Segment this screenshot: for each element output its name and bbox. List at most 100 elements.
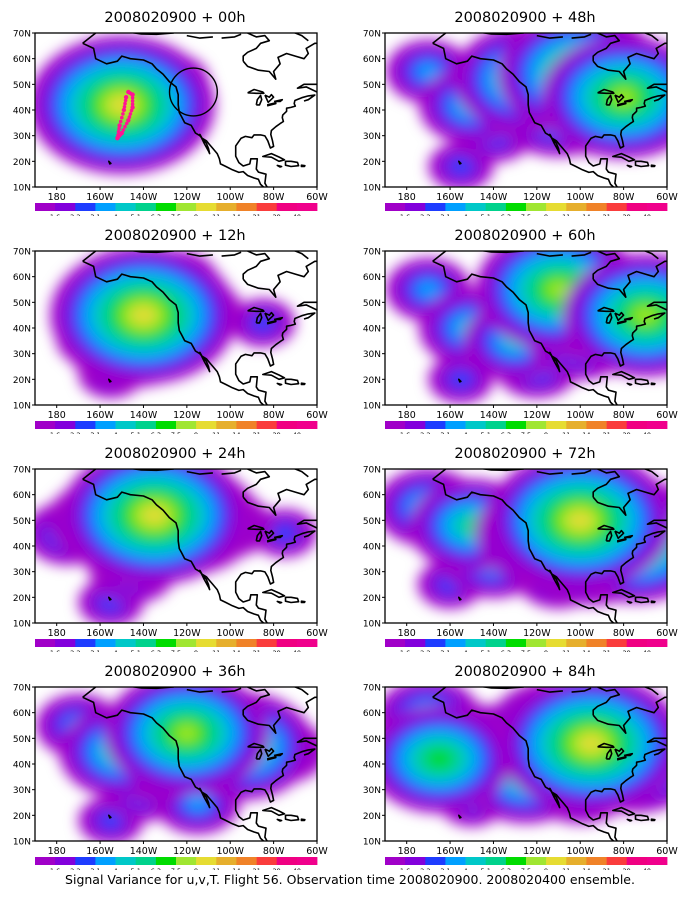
colorbar-label: 29 xyxy=(623,867,631,870)
colorbar-swatch xyxy=(485,421,507,429)
variance-contour xyxy=(633,306,658,325)
colorbar-label: 3.1 xyxy=(440,213,450,216)
colorbar-swatch xyxy=(216,203,237,211)
lake-outline xyxy=(264,529,275,540)
island-outline xyxy=(612,370,636,381)
colorbar-swatch xyxy=(606,203,628,211)
flight-track-point xyxy=(129,92,134,96)
colorbar-swatch xyxy=(276,203,298,211)
coastline xyxy=(296,737,317,747)
colorbar-swatch xyxy=(155,203,177,211)
lon-tick-label: 80W xyxy=(613,410,635,421)
island-outline xyxy=(650,382,656,386)
flight-track-point xyxy=(120,115,124,120)
coastline xyxy=(592,687,621,716)
lon-tick-label: 180 xyxy=(398,192,416,203)
colorbar-swatch xyxy=(626,639,648,647)
lake-outline xyxy=(273,534,284,539)
colorbar-label: 11 xyxy=(562,213,570,216)
colorbar-label: 2.2 xyxy=(420,213,430,216)
lake-outline xyxy=(616,538,627,543)
forecast-map-chart: 2008020900 + 72h 70N 60N 50N 40N 30N 20N 10N 180… xyxy=(363,446,679,652)
colorbar-label: 21 xyxy=(252,431,260,434)
forecast-map-chart: 2008020900 + 00h 70N 60N 50N 40N 30N 20N 10N 180… xyxy=(13,10,329,216)
colorbar-label: 2.2 xyxy=(70,867,80,870)
colorbar-swatch xyxy=(196,639,217,647)
colorbar-swatch xyxy=(526,421,547,429)
lon-tick-label: 160W xyxy=(86,846,114,857)
colorbar-swatch xyxy=(405,203,426,211)
colorbar-swatch xyxy=(465,421,487,429)
colorbar-swatch xyxy=(176,639,197,647)
coastline xyxy=(292,251,309,260)
coastline xyxy=(129,33,174,36)
lat-tick-label: 40N xyxy=(13,325,31,335)
panel-title: 2008020900 + 60h xyxy=(454,228,595,244)
island-outline xyxy=(300,600,306,604)
colorbar-label: 1.6 xyxy=(400,649,410,652)
colorbar-label: 7.5 xyxy=(171,649,181,652)
colorbar-swatch xyxy=(95,639,116,647)
lon-tick-label: 180 xyxy=(48,192,66,203)
colorbar-swatch xyxy=(35,639,56,647)
colorbar-label: 7.5 xyxy=(521,213,531,216)
lake-outline xyxy=(264,93,275,104)
colorbar-label: 4 xyxy=(464,213,468,216)
flight-track-point xyxy=(121,112,125,116)
colorbar-swatch xyxy=(646,639,668,647)
colorbar-swatch xyxy=(236,639,257,647)
lake-outline xyxy=(255,530,263,542)
lat-tick-label: 60N xyxy=(13,273,31,283)
variance-contour xyxy=(109,95,134,114)
colorbar-swatch xyxy=(485,203,507,211)
colorbar-swatch xyxy=(155,639,177,647)
island-outline xyxy=(284,814,300,822)
flight-track-point xyxy=(118,119,123,124)
colorbar-swatch xyxy=(425,639,446,647)
colorbar-label: 2.2 xyxy=(70,213,80,216)
colorbar-swatch xyxy=(505,203,527,211)
colorbar-swatch xyxy=(445,421,466,429)
colorbar-swatch xyxy=(176,421,197,429)
colorbar-label: 6.3 xyxy=(151,649,161,652)
colorbar-label: 11 xyxy=(212,867,220,870)
lat-tick-label: 50N xyxy=(363,81,381,91)
island-outline xyxy=(626,600,633,604)
island-outline xyxy=(626,164,633,168)
colorbar-label: 11 xyxy=(212,649,220,652)
colorbar-swatch xyxy=(95,857,116,865)
forecast-panel: 2008020900 + 60h 70N 60N 50N 40N 30N 20N 10N 180… xyxy=(350,218,700,434)
coastline xyxy=(234,94,316,187)
colorbar-label: 1.6 xyxy=(50,213,60,216)
variance-field xyxy=(35,251,317,405)
lat-tick-label: 20N xyxy=(13,812,31,822)
colorbar-label: 6.3 xyxy=(501,649,511,652)
colorbar-swatch xyxy=(135,203,157,211)
island-outline xyxy=(108,814,112,819)
lon-tick-label: 160W xyxy=(436,846,464,857)
colorbar-swatch xyxy=(256,857,278,865)
colorbar-label: 11 xyxy=(212,431,220,434)
coastline xyxy=(292,469,309,478)
lon-tick-label: 80W xyxy=(613,628,635,639)
colorbar-swatch xyxy=(505,639,527,647)
colorbar-swatch xyxy=(606,421,628,429)
colorbar-label: 7.5 xyxy=(521,649,531,652)
lat-tick-label: 10N xyxy=(13,838,31,848)
lat-tick-label: 10N xyxy=(13,620,31,630)
lake-outline xyxy=(614,311,625,322)
colorbar-swatch xyxy=(35,857,56,865)
lat-tick-label: 50N xyxy=(13,81,31,91)
colorbar-label: 4 xyxy=(114,649,118,652)
island-outline xyxy=(612,588,636,599)
figure-caption: Signal Variance for u,v,T. Flight 56. Ob… xyxy=(65,872,635,887)
colorbar-swatch xyxy=(296,639,318,647)
coastline xyxy=(584,94,666,187)
island-outline xyxy=(300,164,306,168)
coastline xyxy=(129,687,174,690)
colorbar-label: 40 xyxy=(293,431,301,434)
lon-tick-label: 140W xyxy=(480,846,508,857)
colorbar-swatch xyxy=(425,203,446,211)
colorbar-swatch xyxy=(216,421,237,429)
colorbar-swatch xyxy=(405,639,426,647)
